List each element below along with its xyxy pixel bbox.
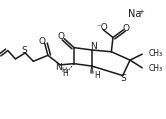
Text: O: O [38,37,45,46]
Text: O: O [58,32,65,41]
Text: CH₃: CH₃ [149,64,163,73]
Text: S: S [121,74,126,83]
Text: +: + [138,9,144,15]
Text: Na: Na [128,9,142,19]
Text: H: H [95,71,100,80]
Text: N: N [90,42,97,51]
Text: O: O [123,24,130,33]
Text: H: H [63,69,68,78]
Text: S: S [22,46,27,55]
Text: CH₃: CH₃ [149,49,163,58]
Text: ⁻O: ⁻O [97,23,108,32]
Text: N: N [55,63,62,72]
Text: H: H [62,67,67,73]
